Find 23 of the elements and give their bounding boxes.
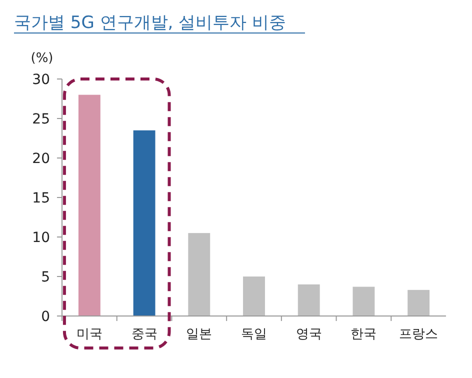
x-tick-label: 한국	[350, 327, 377, 342]
bar	[352, 286, 375, 316]
x-tick-label: 독일	[241, 327, 267, 342]
y-tick-label: 25	[32, 111, 50, 128]
x-tick-label: 미국	[76, 327, 102, 342]
x-tick-label: 영국	[296, 327, 322, 342]
bar	[78, 94, 100, 316]
chart-title: 국가별 5G 연구개발, 설비투자 비중	[14, 13, 286, 33]
y-tick-label: 30	[32, 72, 50, 88]
y-tick-label: 20	[32, 150, 50, 167]
x-tick-label: 프랑스	[399, 327, 438, 342]
bar	[298, 284, 320, 316]
bar	[243, 276, 265, 316]
bar	[408, 290, 430, 316]
y-tick-label: 15	[32, 190, 50, 206]
y-axis-title: (%)	[30, 51, 54, 66]
y-tick-label: 10	[32, 230, 50, 246]
bar	[188, 233, 210, 316]
x-tick-label: 일본	[186, 327, 212, 342]
x-tick-label: 중국	[131, 327, 158, 342]
bar	[133, 130, 156, 316]
y-tick-label: 5	[41, 269, 50, 286]
y-tick-label: 0	[41, 308, 50, 325]
